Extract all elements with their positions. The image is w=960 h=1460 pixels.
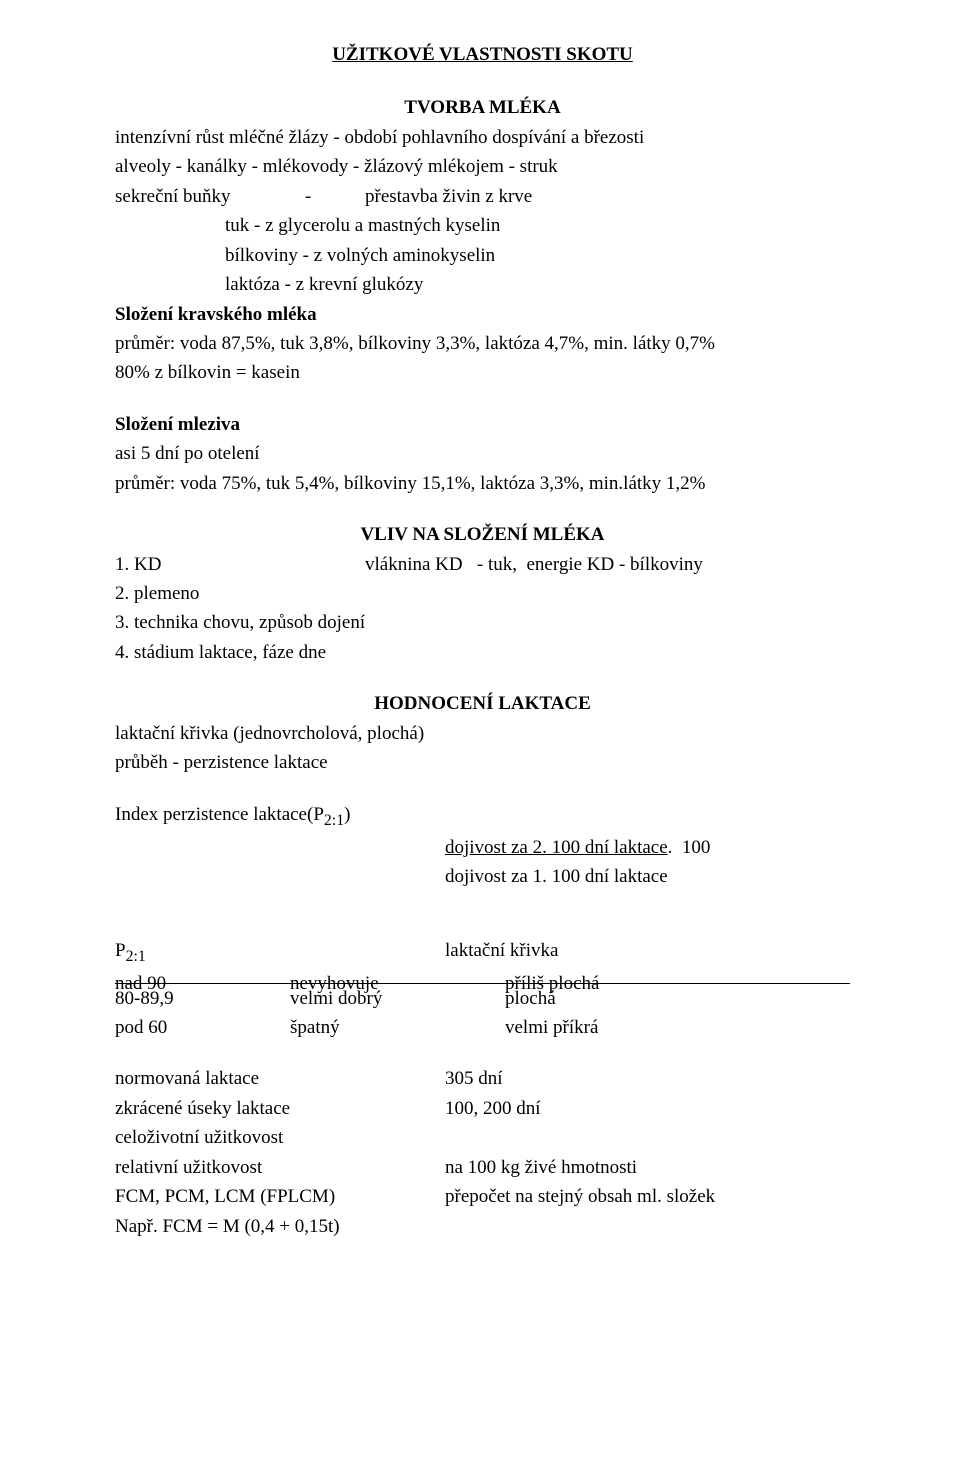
dojivost-row2: dojivost za 1. 100 dní laktace <box>115 862 850 891</box>
tvorba-line1: intenzívní růst mléčné žlázy - období po… <box>115 123 850 152</box>
bottom-r5b: přepočet na stejný obsah ml. složek <box>445 1182 715 1211</box>
vliv-item1a: 1. KD <box>115 550 365 579</box>
vliv-item2: 2. plemeno <box>115 579 850 608</box>
page-title: UŽITKOVÉ VLASTNOSTI SKOTU <box>115 40 850 69</box>
bottom-r5: FCM, PCM, LCM (FPLCM) přepočet na stejný… <box>115 1182 850 1211</box>
bottom-r2: zkrácené úseky laktace 100, 200 dní <box>115 1094 850 1123</box>
ptable-row2: 80-89,9 velmi dobrý plochá <box>115 984 850 1013</box>
ptable-row3: pod 60 špatný velmi příkrá <box>115 1013 850 1042</box>
index-label-close: ) <box>344 804 350 825</box>
bottom-r6a: Např. FCM = M (0,4 + 0,15t) <box>115 1212 340 1241</box>
mlezivo-line1: asi 5 dní po otelení <box>115 439 850 468</box>
tvorba-line3a: sekreční buňky <box>115 182 305 211</box>
vliv-item1: 1. KD vláknina KD - tuk, energie KD - bí… <box>115 550 850 579</box>
mlezivo-line2: průměr: voda 75%, tuk 5,4%, bílkoviny 15… <box>115 469 850 498</box>
hodnoceni-line2: průběh - perzistence laktace <box>115 748 850 777</box>
tvorba-line3b: - <box>305 182 365 211</box>
tvorba-line3: sekreční buňky - přestavba živin z krve <box>115 182 850 211</box>
tvorba-indent3: laktóza - z krevní glukózy <box>225 270 850 299</box>
index-label-text: Index perzistence laktace(P <box>115 804 324 825</box>
ptable-header: P2:1 laktační křivka <box>115 936 850 969</box>
bottom-r6: Např. FCM = M (0,4 + 0,15t) <box>115 1212 850 1241</box>
ptable-r2c3: plochá <box>505 984 556 1013</box>
tvorba-indent1: tuk - z glycerolu a mastných kyselin <box>225 211 850 240</box>
ptable-r3c1: pod 60 <box>115 1013 290 1042</box>
bottom-r3: celoživotní užitkovost <box>115 1123 850 1152</box>
tvorba-line3c: přestavba živin z krve <box>365 182 532 211</box>
ptable-p-label: P2:1 <box>115 936 290 969</box>
hodnoceni-heading: HODNOCENÍ LAKTACE <box>115 689 850 718</box>
mlezivo-heading: Složení mleziva <box>115 410 850 439</box>
dojivost-1b: . 100 <box>668 833 711 862</box>
index-label-sub: 2:1 <box>324 811 344 828</box>
bottom-r3a: celoživotní užitkovost <box>115 1123 283 1152</box>
bottom-r2b: 100, 200 dní <box>445 1094 541 1123</box>
tvorba-heading: TVORBA MLÉKA <box>115 93 850 122</box>
bottom-r1a: normovaná laktace <box>115 1064 445 1093</box>
bottom-r2a: zkrácené úseky laktace <box>115 1094 445 1123</box>
ptable-r3c3: velmi příkrá <box>505 1013 598 1042</box>
bottom-r4b: na 100 kg živé hmotnosti <box>445 1153 637 1182</box>
ptable-col3-header: laktační křivka <box>445 936 558 969</box>
hodnoceni-line1: laktační křivka (jednovrcholová, plochá) <box>115 719 850 748</box>
bottom-r4a: relativní užitkovost <box>115 1153 445 1182</box>
kravske-heading: Složení kravského mléka <box>115 300 850 329</box>
bottom-r4: relativní užitkovost na 100 kg živé hmot… <box>115 1153 850 1182</box>
vliv-heading: VLIV NA SLOŽENÍ MLÉKA <box>115 520 850 549</box>
ptable-r2c2: velmi dobrý <box>290 984 505 1013</box>
vliv-item3: 3. technika chovu, způsob dojení <box>115 608 850 637</box>
ptable-r3c2: špatný <box>290 1013 505 1042</box>
vliv-item4: 4. stádium laktace, fáze dne <box>115 638 850 667</box>
kravske-kasein: 80% z bílkovin = kasein <box>115 358 850 387</box>
bottom-r5a: FCM, PCM, LCM (FPLCM) <box>115 1182 445 1211</box>
index-label: Index perzistence laktace(P2:1) <box>115 800 850 833</box>
dojivost-row1: dojivost za 2. 100 dní laktace . 100 <box>115 833 850 862</box>
dojivost-2: dojivost za 1. 100 dní laktace <box>445 862 668 891</box>
vliv-item1b: vláknina KD - tuk, energie KD - bílkovin… <box>365 550 703 579</box>
tvorba-line2: alveoly - kanálky - mlékovody - žlázový … <box>115 152 850 181</box>
bottom-r1: normovaná laktace 305 dní <box>115 1064 850 1093</box>
tvorba-indent2: bílkoviny - z volných aminokyselin <box>225 241 850 270</box>
dojivost-1a: dojivost za 2. 100 dní laktace <box>445 833 668 862</box>
bottom-r1b: 305 dní <box>445 1064 503 1093</box>
kravske-line: průměr: voda 87,5%, tuk 3,8%, bílkoviny … <box>115 329 850 358</box>
ptable-r2c1: 80-89,9 <box>115 984 290 1013</box>
